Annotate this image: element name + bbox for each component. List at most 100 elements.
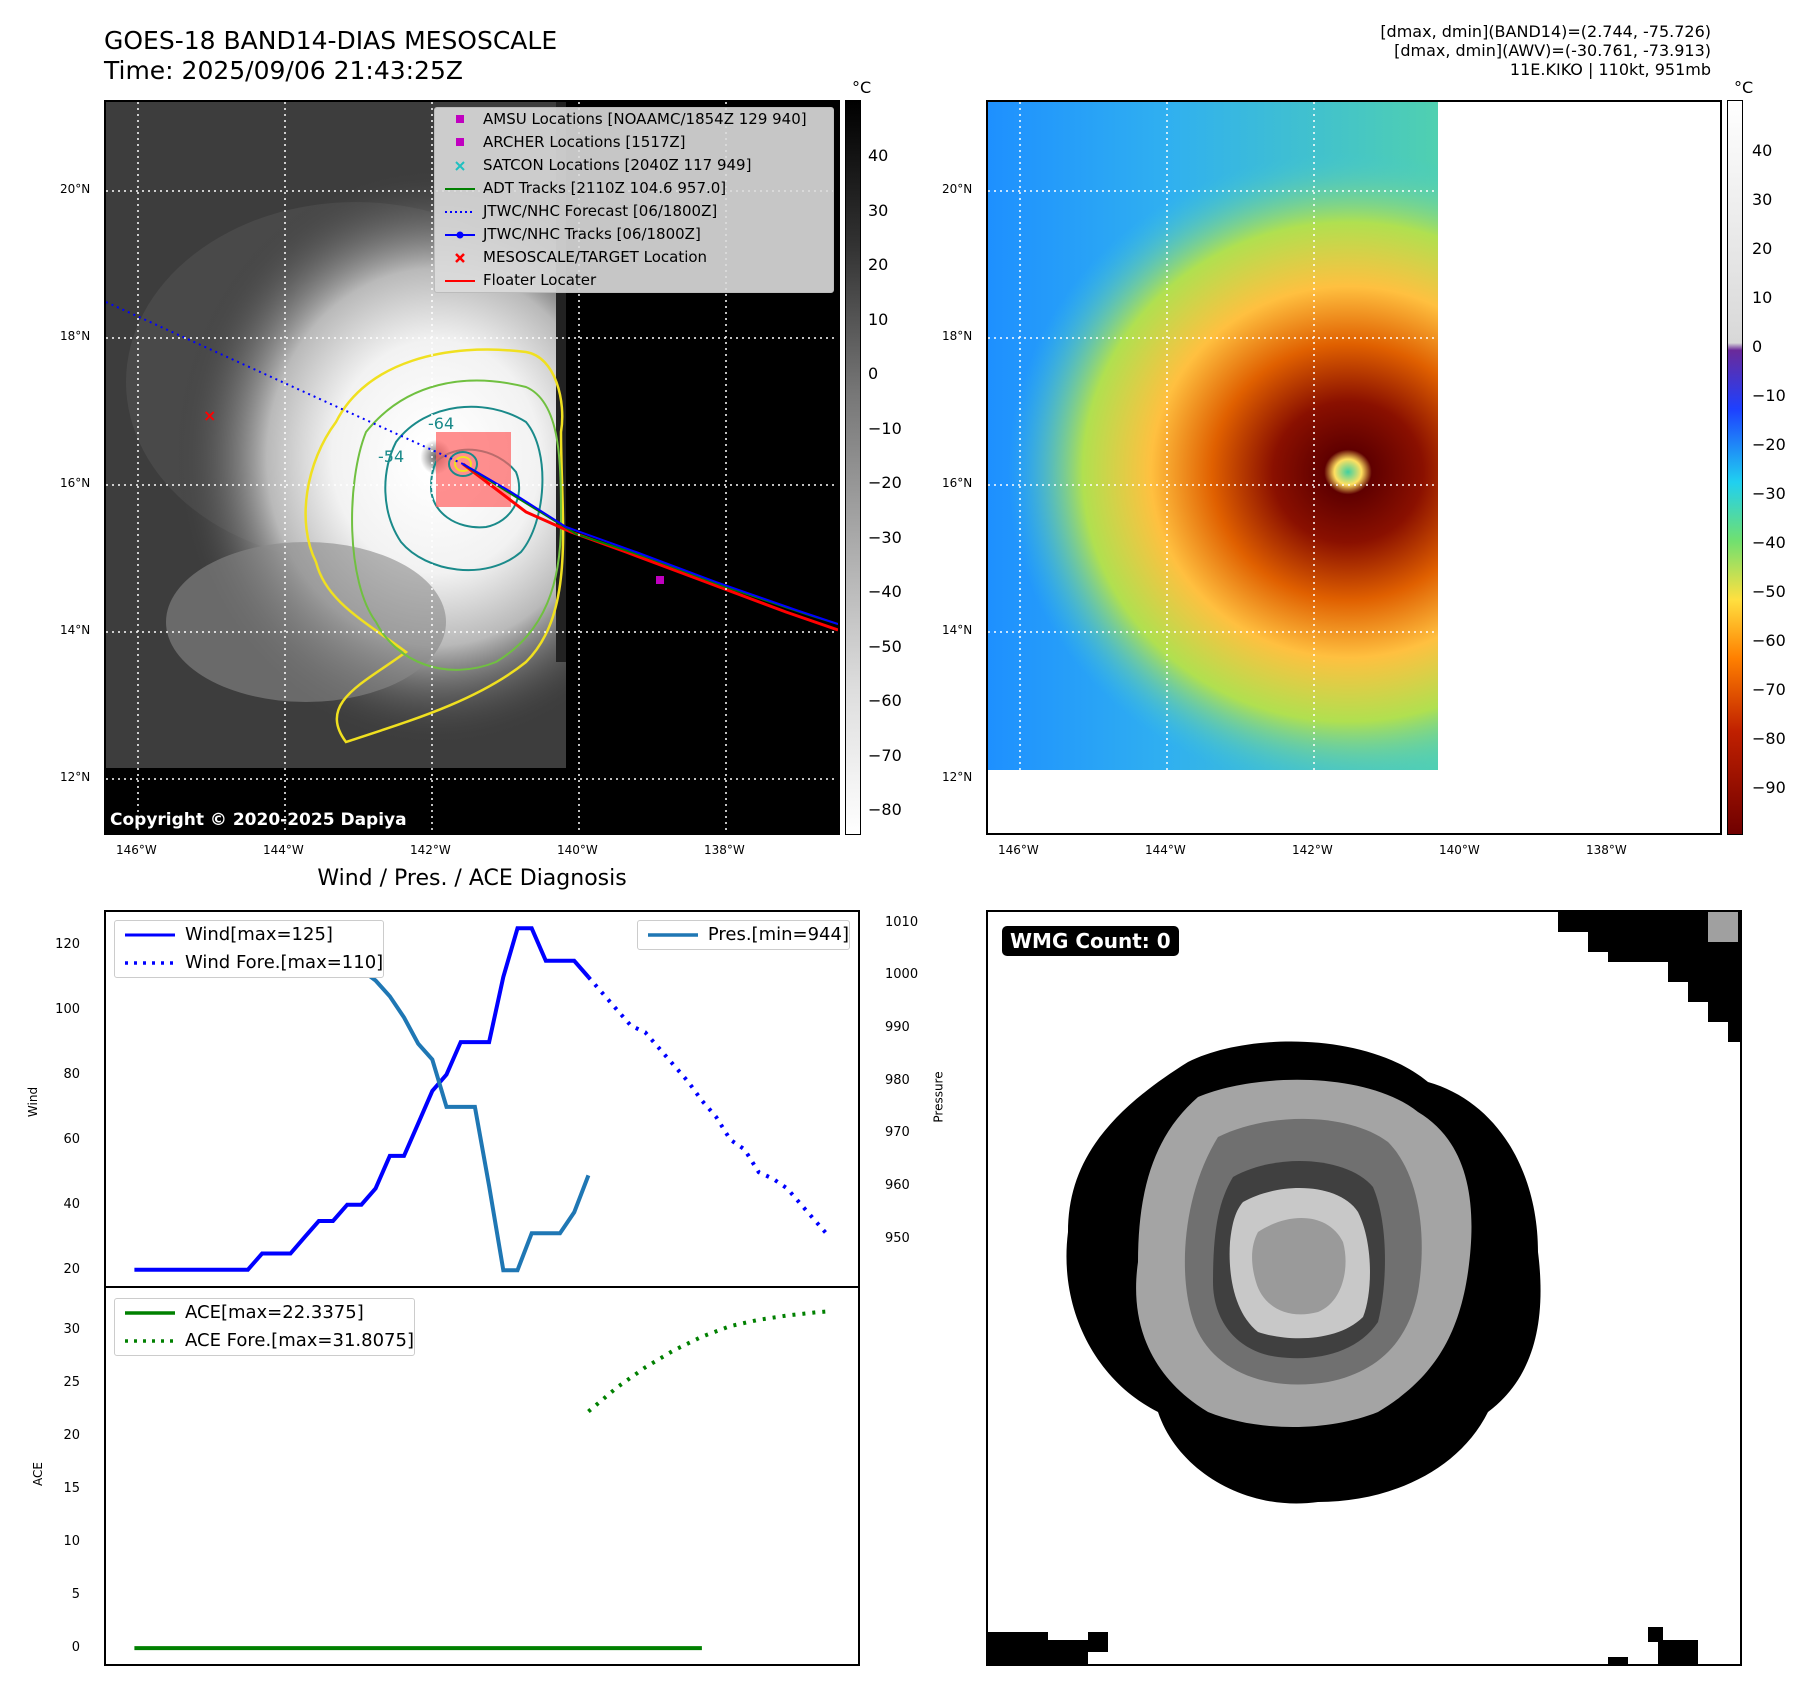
line-icon xyxy=(445,188,475,190)
legend-item-forecast: JTWC/NHC Forecast [06/1800Z] xyxy=(435,200,833,223)
awv-lon-label: 146°W xyxy=(998,843,1039,857)
awv-lat-label: 14°N xyxy=(942,623,973,637)
ir-colorbar-tick-label: 0 xyxy=(868,364,879,383)
title-line-1: GOES-18 BAND14-DIAS MESOSCALE xyxy=(104,26,558,55)
awv-colorbar-tick-label: 10 xyxy=(1752,288,1773,307)
ir-colorbar-tick-label: −40 xyxy=(868,582,902,601)
ace-chart-svg xyxy=(134,1309,830,1651)
awv-colorbar-tick-label: 30 xyxy=(1752,190,1773,209)
ir-lat-label: 20°N xyxy=(60,182,91,196)
archer-point xyxy=(656,576,664,584)
pressure-axis-label: Pressure xyxy=(931,1071,946,1123)
contour-label-64: -64 xyxy=(428,414,454,433)
x-icon xyxy=(455,161,465,171)
awv-colorbar-tick-label: −30 xyxy=(1752,484,1786,503)
ace-y-tick-label: 5 xyxy=(71,1587,80,1603)
ir-colorbar-tick-label: −30 xyxy=(868,527,902,547)
ace-forecast-line xyxy=(587,1309,830,1414)
ace-y-tick-label: 0 xyxy=(71,1640,80,1656)
legend-item-amsu: AMSU Locations [NOAAMC/1854Z 129 940] xyxy=(435,108,833,131)
awv-colorbar-tick-label: −70 xyxy=(1752,680,1786,699)
dotted-line-icon xyxy=(445,211,475,213)
ir-colorbar-tick-label: −80 xyxy=(868,800,902,819)
wind-y-tick-label: 100 xyxy=(55,1001,80,1017)
target-marker: × xyxy=(203,406,216,425)
awv-lat-label: 16°N xyxy=(942,476,973,490)
awv-map-panel[interactable] xyxy=(986,100,1722,835)
pressure-legend: Pres.[min=944] xyxy=(636,920,850,950)
solid-line-icon xyxy=(125,1311,175,1315)
legend-item-ace: ACE[max=22.3375] xyxy=(115,1299,414,1327)
wmg-count-badge: WMG Count: 0 xyxy=(1002,926,1179,956)
awv-lat-label: 12°N xyxy=(942,770,973,784)
ir-lon-label: 142°W xyxy=(410,843,451,857)
line-dot-icon xyxy=(445,231,475,239)
legend-item-floater: Floater Locater xyxy=(435,269,833,292)
wind-y-tick-label: 40 xyxy=(63,1196,80,1212)
ir-colorbar-unit: °C xyxy=(852,78,872,97)
info-block: [dmax, dmin](BAND14)=(2.744, -75.726) [d… xyxy=(1380,22,1711,79)
ir-colorbar-tick-label: 30 xyxy=(868,200,889,220)
awv-colorbar-tick-label: 40 xyxy=(1752,141,1773,160)
ir-colorbar xyxy=(845,100,861,835)
awv-lon-label: 142°W xyxy=(1292,843,1333,857)
legend-item-pressure: Pres.[min=944] xyxy=(638,921,849,949)
ir-lat-label: 16°N xyxy=(60,476,91,490)
legend-item-target: MESOSCALE/TARGET Location xyxy=(435,246,833,269)
awv-colorbar-tick-label: −60 xyxy=(1752,631,1786,650)
ir-lon-label: 140°W xyxy=(557,843,598,857)
wind-y-tick-label: 80 xyxy=(63,1066,80,1082)
ace-chart-frame[interactable]: ACE[max=22.3375] ACE Fore.[max=31.8075] xyxy=(104,1286,860,1666)
ace-y-tick-label: 15 xyxy=(63,1481,80,1497)
ir-legend: AMSU Locations [NOAAMC/1854Z 129 940] AR… xyxy=(434,107,834,293)
ir-colorbar-tick-label: −50 xyxy=(868,636,902,656)
wind-legend: Wind[max=125] Wind Fore.[max=110] xyxy=(114,920,385,978)
wind-y-tick-label: 60 xyxy=(63,1131,80,1147)
wind-chart-frame[interactable]: Wind[max=125] Wind Fore.[max=110] Pres.[… xyxy=(104,910,860,1288)
awv-lon-label: 138°W xyxy=(1586,843,1627,857)
info-line-2: [dmax, dmin](AWV)=(-30.761, -73.913) xyxy=(1394,41,1711,60)
contour-yellow xyxy=(304,348,565,744)
dotted-line-icon xyxy=(125,961,175,965)
pressure-y-tick-label: 1010 xyxy=(885,914,919,930)
legend-item-adt: ADT Tracks [2110Z 104.6 957.0] xyxy=(435,177,833,200)
pressure-y-tick-label: 980 xyxy=(885,1072,910,1088)
ir-lon-label: 144°W xyxy=(263,843,304,857)
wind-y-tick-label: 20 xyxy=(63,1261,80,1277)
awv-colorbar-tick-label: −40 xyxy=(1752,533,1786,552)
ir-lon-label: 138°W xyxy=(704,843,745,857)
line-icon xyxy=(445,280,475,282)
awv-colorbar xyxy=(1727,100,1743,835)
ir-lat-label: 14°N xyxy=(60,623,91,637)
ir-map-panel[interactable]: -64 -54 × AMSU Locations [NOAAMC/1854Z 1… xyxy=(104,100,840,835)
awv-colorbar-tick-label: −90 xyxy=(1752,778,1786,797)
legend-item-wind: Wind[max=125] xyxy=(115,921,383,949)
chart-title: Wind / Pres. / ACE Diagnosis xyxy=(317,866,627,891)
legend-item-ace-forecast: ACE Fore.[max=31.8075] xyxy=(115,1327,414,1355)
info-line-3: 11E.KIKO | 110kt, 951mb xyxy=(1509,60,1711,79)
awv-map-svg xyxy=(988,102,1720,833)
awv-colorbar-unit: °C xyxy=(1734,78,1754,97)
ir-colorbar-tick-label: −60 xyxy=(868,691,902,710)
pressure-y-tick-label: 950 xyxy=(885,1230,910,1246)
awv-gridlines xyxy=(988,102,1720,833)
legend-item-satcon: SATCON Locations [2040Z 117 949] xyxy=(435,154,833,177)
floater-track xyxy=(462,462,838,632)
info-line-1: [dmax, dmin](BAND14)=(2.744, -75.726) xyxy=(1380,22,1711,41)
ace-axis-label: ACE xyxy=(30,1462,45,1486)
wmg-panel[interactable]: WMG Count: 0 xyxy=(986,910,1742,1666)
ace-y-tick-label: 25 xyxy=(63,1375,80,1391)
wind-series-line xyxy=(134,926,590,1272)
ir-colorbar-tick-label: −20 xyxy=(868,473,902,492)
square-icon xyxy=(456,115,464,123)
ir-lat-label: 12°N xyxy=(60,770,91,784)
awv-colorbar-tick-label: −80 xyxy=(1752,729,1786,748)
ir-colorbar-tick-label: 10 xyxy=(868,309,889,329)
solid-line-icon xyxy=(647,933,698,937)
panel-title: GOES-18 BAND14-DIAS MESOSCALE Time: 2025… xyxy=(104,26,557,86)
ir-colorbar-tick-label: 40 xyxy=(868,146,889,165)
awv-colorbar-tick-label: −10 xyxy=(1752,386,1786,405)
wmg-svg xyxy=(988,912,1740,1664)
pressure-y-tick-label: 970 xyxy=(885,1125,910,1141)
awv-lon-label: 144°W xyxy=(1145,843,1186,857)
